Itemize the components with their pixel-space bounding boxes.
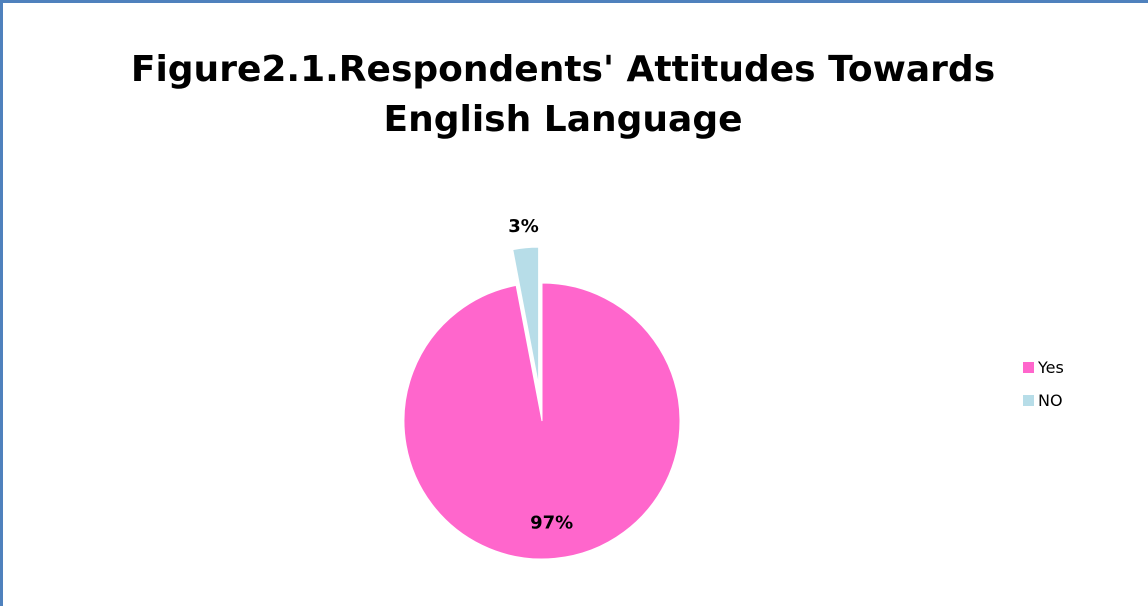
legend-item-no: NO	[1023, 386, 1064, 414]
legend-swatch-yes	[1023, 361, 1034, 373]
legend-label-no: NO	[1038, 390, 1063, 410]
chart-title-line-2: English Language	[383, 99, 743, 140]
legend-item-yes: Yes	[1023, 353, 1064, 381]
pie-slice-no	[512, 246, 540, 386]
data-label-no: 3%	[508, 216, 539, 237]
legend-swatch-no	[1023, 394, 1034, 406]
legend-label-yes: Yes	[1038, 357, 1064, 377]
pie-chart: 97% 3%	[403, 216, 681, 560]
chart-title: Figure2.1.Respondents' Attitudes Towards…	[43, 45, 1083, 145]
chart-title-line-1: Figure2.1.Respondents' Attitudes Towards	[130, 49, 996, 90]
data-label-yes: 97%	[530, 513, 573, 534]
legend: Yes NO	[1023, 353, 1064, 419]
pie-slice-yes	[403, 282, 681, 560]
